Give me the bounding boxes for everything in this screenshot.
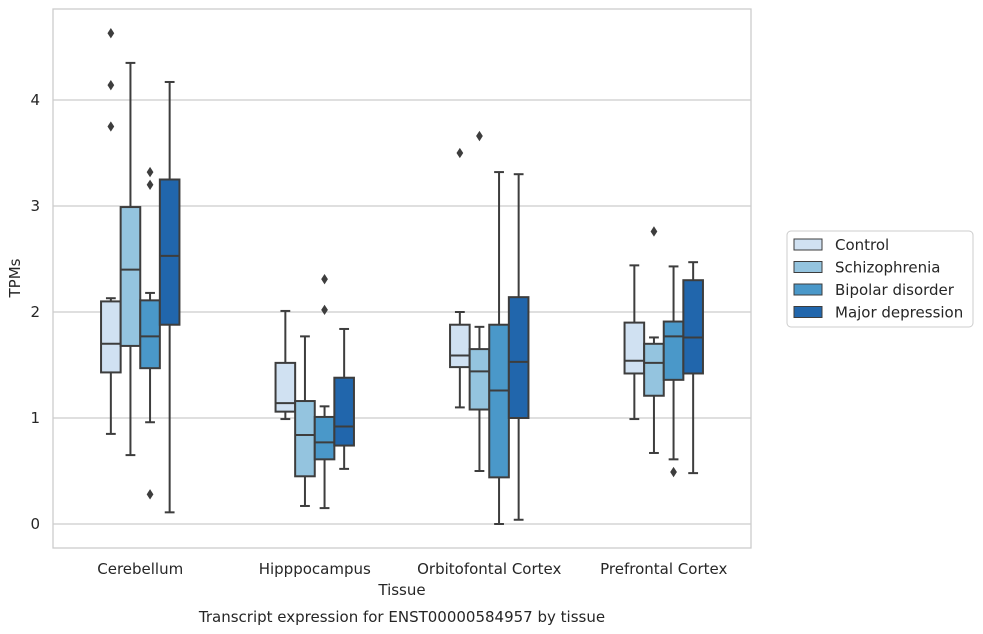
- y-tick-label: 3: [30, 197, 40, 215]
- box-1-0: [274, 309, 297, 421]
- box-body: [682, 279, 704, 375]
- box-1-2: [313, 273, 336, 510]
- outlier-point: [321, 304, 328, 316]
- outlier-point: [321, 273, 328, 285]
- box-body: [119, 206, 142, 347]
- box-1-3: [333, 327, 355, 470]
- chart-caption: Transcript expression for ENST0000058495…: [198, 608, 605, 626]
- outlier-point: [476, 130, 483, 142]
- legend-label: Schizophrenia: [835, 259, 940, 277]
- outlier-point: [107, 121, 115, 132]
- y-tick-label: 1: [30, 409, 40, 427]
- box-body: [468, 348, 491, 411]
- box-body: [158, 178, 181, 326]
- box-body: [313, 415, 336, 461]
- box-body: [274, 361, 297, 413]
- box-body: [294, 400, 316, 478]
- x-tick-labels: Cerebellum Hipppocampus Orbitofontal Corte…: [97, 560, 727, 578]
- outlier-point: [670, 466, 677, 478]
- box-body: [100, 300, 122, 374]
- outlier-point: [107, 79, 115, 91]
- box-2-3: [507, 173, 530, 521]
- outlier-point: [146, 489, 154, 500]
- outlier-point: [456, 147, 464, 159]
- box-body: [507, 296, 530, 419]
- box-body: [662, 320, 685, 381]
- y-tick-label: 4: [30, 91, 40, 109]
- box-body: [623, 321, 646, 375]
- box-3-3: [682, 261, 704, 475]
- x-axis-label: Tissue: [377, 581, 425, 599]
- box-body: [333, 376, 355, 447]
- x-tick-label: Hipppocampus: [259, 560, 371, 578]
- box-0-3: [158, 80, 181, 514]
- y-tick-labels: 0 1 2 3 4: [30, 91, 40, 533]
- box-0-1: [119, 61, 142, 457]
- x-tick-label: Prefrontal Cortex: [600, 560, 727, 578]
- legend-label: Bipolar disorder: [835, 281, 955, 299]
- legend-swatch: [793, 283, 823, 296]
- box-0-2: [139, 166, 161, 500]
- legend-swatch: [793, 306, 823, 318]
- x-tick-label: Orbitofontal Cortex: [417, 560, 561, 578]
- plot-frame: [52, 8, 752, 549]
- box-3-2: [662, 265, 685, 478]
- outlier-point: [146, 179, 154, 190]
- outlier-point: [107, 28, 115, 39]
- box-2-1: [468, 130, 491, 472]
- legend-label: Control: [835, 236, 889, 254]
- box-2-2: [488, 171, 510, 525]
- box-3-0: [623, 264, 646, 421]
- legend-swatch: [793, 261, 823, 273]
- outlier-point: [650, 226, 658, 237]
- y-tick-label: 2: [30, 303, 40, 321]
- legend: Control Schizophrenia Bipolar disorder Majo…: [786, 230, 974, 328]
- box-3-1: [643, 226, 665, 454]
- legend-frame: [786, 230, 974, 328]
- legend-swatch: [793, 238, 823, 251]
- box-groups: [100, 28, 704, 525]
- legend-label: Major depression: [835, 304, 963, 322]
- box-body: [449, 323, 471, 369]
- box-2-0: [449, 147, 471, 409]
- y-tick-label: 0: [30, 515, 40, 533]
- x-tick-label: Cerebellum: [97, 560, 183, 578]
- outlier-point: [146, 166, 154, 178]
- box-body: [488, 323, 510, 479]
- box-body: [139, 299, 161, 370]
- box-body: [643, 342, 665, 397]
- y-axis-label: TPMs: [6, 258, 24, 298]
- plot-background: [53, 9, 751, 548]
